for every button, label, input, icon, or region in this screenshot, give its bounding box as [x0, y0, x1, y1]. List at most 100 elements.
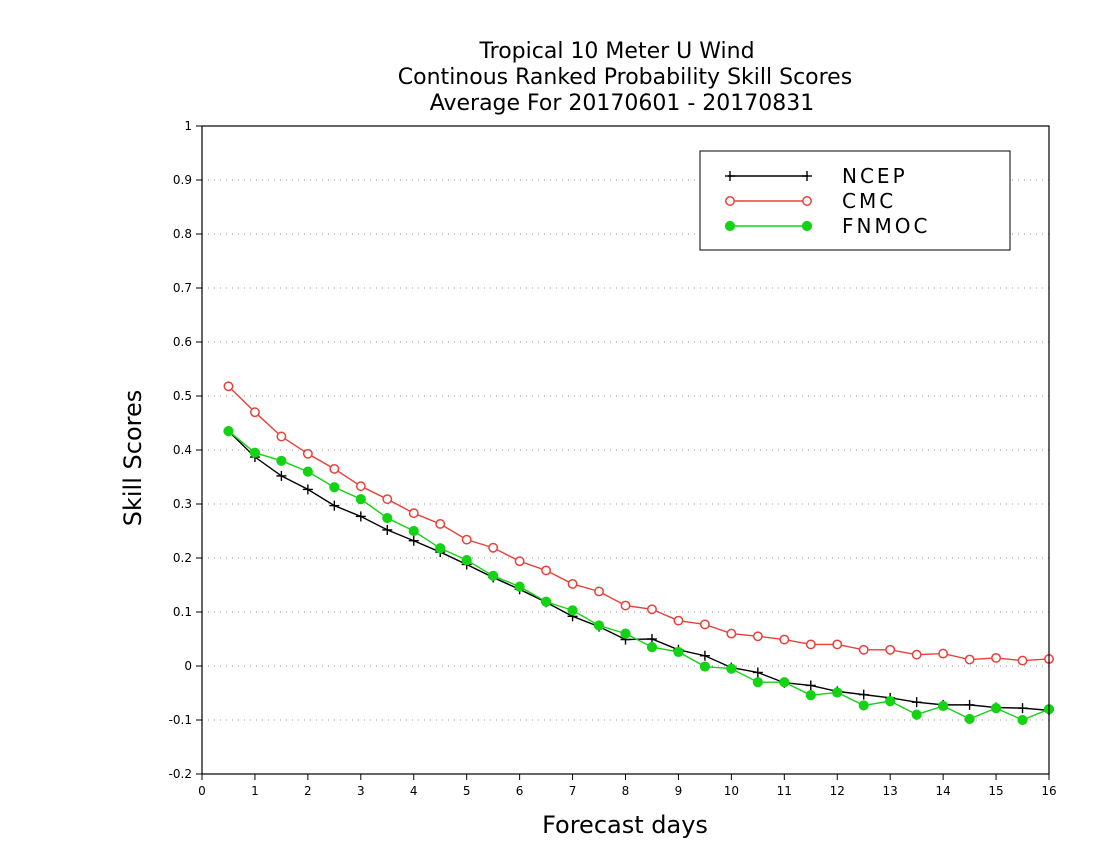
data-point-ncep	[408, 535, 419, 546]
data-point-cmc	[991, 652, 1002, 663]
y-tick-label: 1	[184, 119, 192, 133]
data-point-fnmoc	[911, 709, 922, 720]
data-point-cmc	[223, 381, 234, 392]
legend-label-fnmoc: FNMOC	[842, 214, 930, 238]
data-point-ncep	[355, 511, 366, 522]
data-point-fnmoc	[726, 663, 737, 674]
data-point-cmc	[541, 565, 552, 576]
x-tick-label: 12	[830, 784, 845, 798]
data-point-fnmoc	[249, 447, 261, 458]
data-point-cmc	[408, 508, 419, 519]
data-point-ncep	[858, 689, 869, 700]
data-point-fnmoc	[779, 677, 790, 688]
y-tick-label: 0.1	[173, 605, 192, 619]
x-tick-label: 11	[777, 784, 792, 798]
series-fnmoc	[223, 426, 1055, 726]
data-point-cmc	[699, 619, 710, 630]
chart-title-line-2: Continous Ranked Probability Skill Score…	[398, 65, 852, 90]
data-point-cmc	[276, 431, 287, 442]
data-point-cmc	[461, 534, 472, 545]
y-tick-label: 0.5	[173, 389, 192, 403]
data-point-ncep	[276, 470, 287, 481]
data-point-fnmoc	[540, 596, 552, 607]
data-point-ncep	[911, 697, 922, 708]
data-point-fnmoc	[408, 525, 419, 537]
data-point-cmc	[514, 556, 525, 567]
series-layer	[223, 381, 1055, 726]
data-point-fnmoc	[752, 677, 763, 688]
data-point-fnmoc	[329, 482, 340, 493]
legend-marker-cmc	[802, 196, 812, 206]
data-point-cmc	[620, 600, 631, 611]
y-tick-label: -0.1	[169, 713, 192, 727]
legend-marker-fnmoc	[724, 220, 736, 232]
y-tick-label: 0.3	[173, 497, 192, 511]
data-point-cmc	[594, 586, 604, 597]
y-tick-label: 0.7	[173, 281, 192, 295]
y-tick-label: 0.8	[173, 227, 192, 241]
y-tick-label: 0.6	[173, 335, 192, 349]
series-ncep	[223, 426, 1054, 716]
data-point-fnmoc	[620, 628, 631, 639]
axes: 10.90.80.70.60.50.40.30.20.10-0.1-0.20 1 2…	[169, 119, 1057, 798]
series-line-ncep	[227, 430, 1050, 711]
data-point-cmc	[302, 448, 313, 459]
data-point-fnmoc	[1017, 714, 1028, 726]
legend-entry-fnmoc: FNMOC	[724, 214, 930, 238]
y-tick-label: 0	[184, 659, 192, 673]
data-point-cmc	[488, 542, 499, 553]
data-point-cmc	[673, 615, 684, 626]
data-point-cmc	[858, 644, 869, 655]
y-tick-label: 0.2	[173, 551, 192, 565]
data-point-cmc	[752, 631, 763, 642]
data-point-ncep	[805, 680, 816, 691]
data-point-ncep	[302, 484, 313, 495]
data-point-cmc	[382, 494, 393, 505]
x-axis-title: Forecast days	[542, 811, 708, 839]
x-tick-label: 4	[410, 784, 418, 798]
x-tick-label: 14	[935, 784, 950, 798]
data-point-fnmoc	[858, 700, 869, 711]
data-point-fnmoc	[990, 703, 1002, 714]
x-tick-label: 2	[304, 784, 312, 798]
data-point-cmc	[1017, 655, 1028, 666]
data-point-fnmoc	[938, 700, 949, 712]
data-point-fnmoc	[646, 642, 658, 653]
y-tick-label: 0.9	[173, 173, 192, 187]
data-point-fnmoc	[805, 690, 816, 701]
legend-marker-cmc	[725, 196, 735, 206]
data-point-fnmoc	[699, 661, 711, 672]
chart-title-line-3: Average For 20170601 - 20170831	[430, 91, 815, 116]
data-point-ncep	[1017, 703, 1028, 714]
series-cmc	[223, 381, 1054, 666]
data-point-cmc	[435, 519, 446, 529]
x-tick-label: 3	[357, 784, 365, 798]
legend-marker-ncep	[802, 171, 812, 181]
data-point-fnmoc	[567, 605, 578, 616]
data-point-cmc	[567, 578, 578, 589]
legend-entry-cmc: CMC	[725, 189, 893, 213]
data-point-ncep	[699, 650, 710, 661]
x-tick-label: 8	[622, 784, 630, 798]
x-tick-label: 0	[198, 784, 206, 798]
data-point-fnmoc	[514, 581, 525, 592]
chart-title-line-1: Tropical 10 Meter U Wind	[478, 39, 754, 64]
legend-marker-ncep	[725, 171, 735, 181]
x-tick-label: 1	[251, 784, 259, 798]
data-point-cmc	[329, 463, 340, 474]
data-point-fnmoc	[435, 543, 446, 554]
legend-marker-fnmoc	[801, 220, 813, 232]
data-point-fnmoc	[593, 620, 605, 631]
data-point-cmc	[832, 639, 843, 650]
data-point-fnmoc	[382, 512, 393, 524]
data-point-cmc	[355, 481, 366, 492]
legend-box	[699, 150, 1011, 251]
x-tick-label: 16	[1041, 784, 1056, 798]
data-point-cmc	[885, 644, 896, 655]
data-point-cmc	[911, 649, 922, 660]
data-point-cmc	[647, 604, 657, 615]
data-point-fnmoc	[355, 494, 366, 505]
